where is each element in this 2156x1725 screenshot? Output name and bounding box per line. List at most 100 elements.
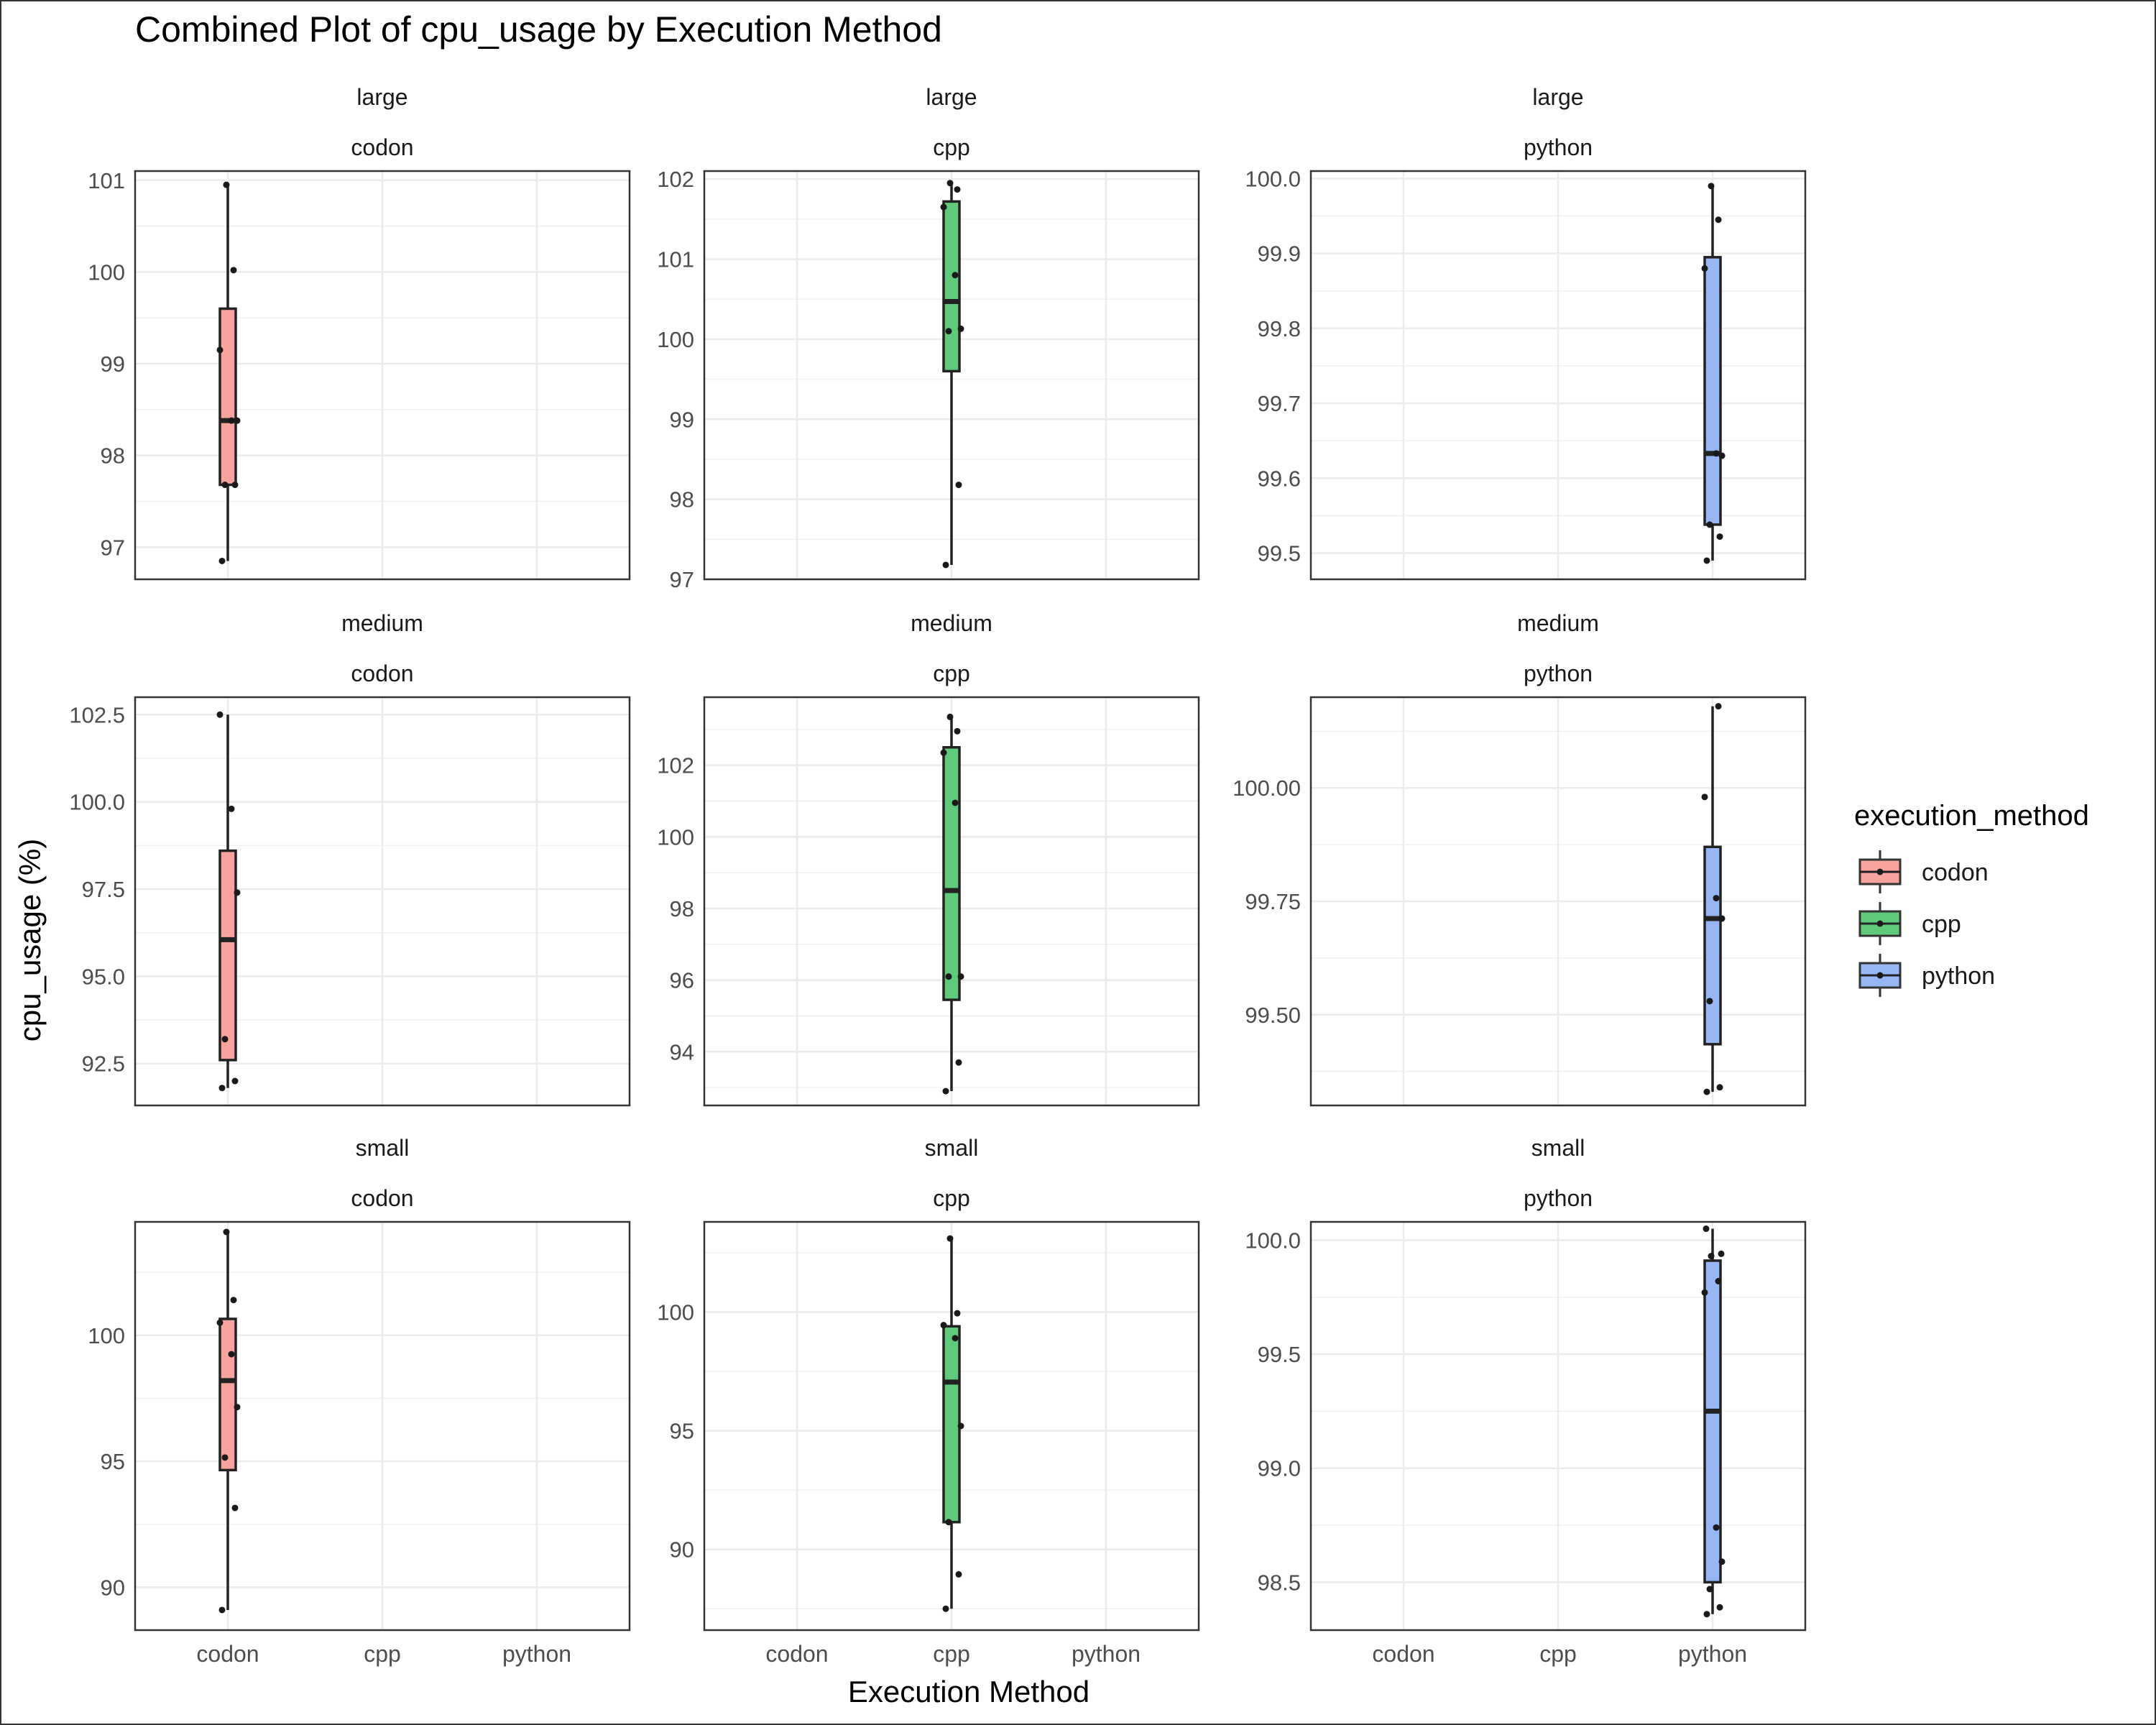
legend-item-codon: codon — [1858, 850, 1989, 893]
box-iqr — [218, 307, 237, 487]
data-point — [221, 1036, 229, 1043]
panel-border — [703, 1220, 1200, 1632]
data-point — [228, 805, 235, 812]
data-point — [952, 799, 959, 806]
facet-strip-size: large — [926, 84, 977, 110]
box-iqr — [1703, 1259, 1722, 1584]
data-point — [940, 1322, 947, 1329]
facet-panel-large-cpp: large cpp 97 98 99 100 101 102 — [657, 84, 1200, 592]
data-point — [1718, 1250, 1725, 1257]
data-point — [234, 889, 241, 896]
data-point — [1708, 183, 1715, 190]
box-iqr — [942, 1325, 961, 1524]
data-point — [216, 711, 224, 718]
y-tick-label: 95 — [670, 1419, 694, 1444]
data-point — [942, 561, 949, 569]
facet-strip-method: codon — [351, 661, 413, 686]
legend-key-point — [1876, 920, 1884, 927]
facet-panel-large-python: large python 99.5 99.6 99.7 99.8 99.9 100.0 — [1245, 84, 1807, 581]
facet-strip-size: medium — [1517, 610, 1599, 636]
y-tick-label: 100.00 — [1233, 776, 1301, 801]
legend-items: codon cpp python — [1858, 850, 1995, 997]
y-tick-label: 102.5 — [69, 702, 125, 727]
y-tick-label: 99 — [670, 407, 694, 432]
data-point — [940, 749, 947, 756]
box-iqr — [218, 1317, 237, 1472]
panel-border — [1309, 170, 1807, 581]
data-point — [216, 1319, 224, 1326]
data-point — [954, 186, 961, 193]
panel-border — [134, 696, 631, 1107]
facet-strip-method: python — [1524, 661, 1593, 686]
data-point — [946, 1235, 954, 1242]
data-point — [231, 1077, 239, 1085]
data-point — [946, 180, 954, 187]
facet-panel-large-codon: large codon 97 98 99 100 101 — [88, 84, 631, 581]
facet-strip-size: large — [356, 84, 407, 110]
legend-item-python: python — [1858, 954, 1995, 997]
y-tick-label: 99.5 — [1258, 541, 1301, 566]
data-point — [955, 1059, 962, 1066]
data-point — [218, 557, 226, 564]
facet-strip-method: python — [1524, 1185, 1593, 1211]
data-point — [945, 973, 952, 980]
data-point — [228, 417, 235, 424]
facet-panel-small-codon: small codon 90 95 100 codon cpp python — [88, 1135, 631, 1667]
data-point — [957, 1422, 964, 1430]
data-point — [1716, 1604, 1723, 1611]
box-iqr — [218, 849, 237, 1062]
data-point — [1706, 1586, 1713, 1593]
panel-border — [134, 1220, 631, 1632]
facet-strip-size: small — [356, 1135, 410, 1161]
facet-strip-size: medium — [341, 610, 423, 636]
data-point — [1718, 452, 1726, 459]
data-point — [1713, 1524, 1720, 1531]
data-point — [228, 1351, 235, 1358]
y-tick-label: 100 — [657, 327, 694, 352]
data-point — [231, 1504, 239, 1512]
data-point — [957, 325, 964, 332]
data-point — [1716, 533, 1723, 540]
y-tick-label: 97 — [670, 567, 694, 592]
data-point — [1706, 998, 1713, 1005]
y-tick-label: 100 — [88, 259, 125, 285]
y-tick-label: 99.7 — [1258, 391, 1301, 416]
data-point — [1715, 1278, 1722, 1285]
x-tick-label: python — [1072, 1641, 1141, 1667]
facet-strip-size: large — [1532, 84, 1583, 110]
x-tick-label: codon — [1372, 1641, 1434, 1667]
y-tick-label: 100 — [657, 824, 694, 850]
facet-strip-size: small — [1531, 1135, 1585, 1161]
data-point — [223, 181, 230, 188]
facet-strip-method: cpp — [933, 661, 970, 686]
facet-strip-size: small — [925, 1135, 979, 1161]
legend-label: python — [1922, 962, 1995, 990]
data-point — [945, 1519, 952, 1526]
y-tick-label: 99.0 — [1258, 1456, 1301, 1481]
data-point — [234, 1404, 241, 1411]
y-tick-label: 99.75 — [1245, 889, 1301, 914]
y-tick-label: 95.0 — [82, 964, 125, 989]
x-tick-label: python — [1678, 1641, 1747, 1667]
facet-strip-method: cpp — [933, 134, 970, 160]
data-point — [1701, 794, 1708, 801]
y-tick-label: 98.5 — [1258, 1570, 1301, 1595]
y-tick-label: 98 — [101, 443, 125, 469]
y-tick-label: 95 — [101, 1449, 125, 1474]
data-point — [945, 328, 952, 335]
data-point — [954, 1310, 961, 1317]
data-point — [221, 1454, 229, 1461]
data-point — [1703, 557, 1710, 564]
y-axis-title: cpu_usage (%) — [13, 839, 47, 1042]
panel-border — [703, 170, 1200, 581]
data-point — [952, 1335, 959, 1342]
y-tick-label: 96 — [670, 968, 694, 993]
data-point — [954, 727, 961, 735]
y-tick-label: 99.6 — [1258, 466, 1301, 491]
data-point — [955, 1570, 962, 1578]
chart-title: Combined Plot of cpu_usage by Execution … — [135, 9, 942, 50]
legend-key-point — [1876, 868, 1884, 875]
